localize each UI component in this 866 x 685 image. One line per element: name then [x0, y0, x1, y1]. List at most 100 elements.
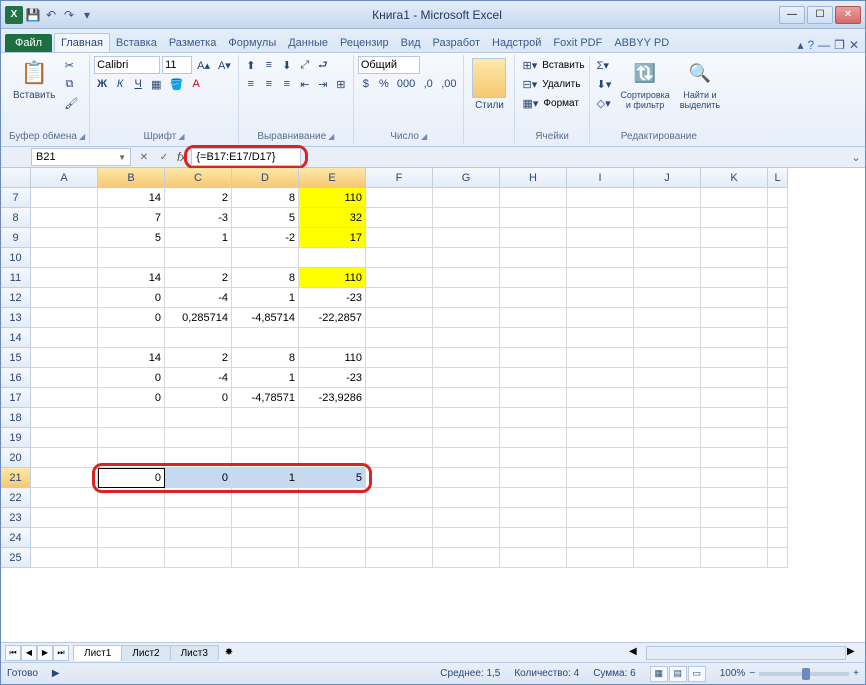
cell[interactable]	[500, 248, 567, 268]
cell[interactable]	[165, 488, 232, 508]
ribbon-tab[interactable]: Разработ	[427, 34, 486, 52]
cell[interactable]: -3	[165, 208, 232, 228]
cell[interactable]	[634, 408, 701, 428]
cell[interactable]	[366, 508, 433, 528]
row-header[interactable]: 11	[1, 268, 31, 288]
clear-icon[interactable]: ◇▾	[594, 94, 614, 112]
cell[interactable]	[31, 268, 98, 288]
zoom-out-icon[interactable]: −	[749, 668, 755, 679]
cell[interactable]	[299, 448, 366, 468]
file-tab[interactable]: Файл	[5, 34, 52, 52]
cell[interactable]	[31, 408, 98, 428]
paste-button[interactable]: 📋 Вставить	[9, 56, 59, 103]
cell[interactable]	[500, 368, 567, 388]
cell[interactable]	[31, 348, 98, 368]
cell[interactable]: 8	[232, 348, 299, 368]
cut-icon[interactable]: ✂	[61, 56, 77, 74]
cell[interactable]	[232, 488, 299, 508]
namebox-dropdown-icon[interactable]: ▼	[118, 153, 126, 162]
cell[interactable]	[366, 488, 433, 508]
cell[interactable]: 1	[232, 368, 299, 388]
ribbon-tab[interactable]: Данные	[282, 34, 334, 52]
cell[interactable]	[567, 448, 634, 468]
cell[interactable]	[768, 188, 788, 208]
underline-button[interactable]: Ч	[130, 75, 146, 93]
cell[interactable]	[500, 468, 567, 488]
cell[interactable]	[299, 528, 366, 548]
cell[interactable]: 0	[165, 468, 232, 488]
cell[interactable]	[701, 428, 768, 448]
orientation-icon[interactable]: ⤢	[297, 56, 313, 74]
cell[interactable]	[366, 248, 433, 268]
cell[interactable]	[31, 448, 98, 468]
fill-icon[interactable]: ⬇▾	[594, 75, 615, 93]
cell[interactable]	[433, 348, 500, 368]
cell[interactable]	[567, 288, 634, 308]
cell[interactable]: 8	[232, 188, 299, 208]
autosum-icon[interactable]: Σ▾	[594, 56, 612, 74]
cell[interactable]	[768, 288, 788, 308]
cell[interactable]	[567, 368, 634, 388]
cell[interactable]	[366, 548, 433, 568]
row-header[interactable]: 17	[1, 388, 31, 408]
row-header[interactable]: 8	[1, 208, 31, 228]
cell[interactable]	[232, 508, 299, 528]
cell[interactable]	[366, 228, 433, 248]
cell[interactable]	[433, 448, 500, 468]
cell[interactable]: 8	[232, 268, 299, 288]
column-header[interactable]: A	[31, 168, 98, 188]
row-header[interactable]: 13	[1, 308, 31, 328]
ribbon-tab[interactable]: Формулы	[222, 34, 282, 52]
cell[interactable]: -23,9286	[299, 388, 366, 408]
cell[interactable]	[500, 208, 567, 228]
cell[interactable]	[433, 468, 500, 488]
cell[interactable]	[768, 328, 788, 348]
cell[interactable]	[634, 328, 701, 348]
cell[interactable]	[31, 428, 98, 448]
cell[interactable]	[768, 368, 788, 388]
cell[interactable]	[567, 208, 634, 228]
column-header[interactable]: F	[366, 168, 433, 188]
view-normal-icon[interactable]: ▦	[650, 666, 668, 682]
enter-formula-icon[interactable]: ✓	[155, 148, 173, 166]
cell[interactable]	[500, 308, 567, 328]
fill-color-icon[interactable]: 🪣	[167, 75, 187, 93]
help-icon[interactable]: ?	[807, 38, 814, 52]
font-color-icon[interactable]: A	[188, 75, 204, 93]
number-format-combo[interactable]	[358, 56, 420, 74]
cell[interactable]	[366, 288, 433, 308]
cell[interactable]	[433, 428, 500, 448]
cell[interactable]: 5	[299, 468, 366, 488]
mdi-min-icon[interactable]: —	[818, 38, 830, 52]
cell[interactable]	[567, 408, 634, 428]
cell[interactable]: 5	[232, 208, 299, 228]
sheet-first-icon[interactable]: ⏮	[5, 645, 21, 661]
cell[interactable]	[500, 288, 567, 308]
sort-filter-button[interactable]: 🔃 Сортировка и фильтр	[616, 56, 673, 112]
cell[interactable]	[232, 248, 299, 268]
cell[interactable]	[31, 468, 98, 488]
cell[interactable]	[500, 388, 567, 408]
cell[interactable]	[366, 208, 433, 228]
cell[interactable]	[701, 348, 768, 368]
cell[interactable]	[299, 328, 366, 348]
styles-button[interactable]: Стили	[468, 56, 510, 113]
column-header[interactable]: L	[768, 168, 788, 188]
bold-button[interactable]: Ж	[94, 75, 110, 93]
cell[interactable]	[299, 548, 366, 568]
cell[interactable]: 0	[98, 368, 165, 388]
percent-icon[interactable]: %	[376, 75, 392, 93]
format-cells-icon[interactable]: ▦▾	[519, 94, 541, 112]
cell[interactable]: 2	[165, 348, 232, 368]
cell[interactable]	[701, 328, 768, 348]
minimize-button[interactable]: —	[779, 6, 805, 24]
cell[interactable]	[634, 248, 701, 268]
grow-font-icon[interactable]: A▴	[194, 56, 213, 74]
merge-icon[interactable]: ⊞	[333, 75, 349, 93]
row-header[interactable]: 20	[1, 448, 31, 468]
cell[interactable]	[768, 228, 788, 248]
row-header[interactable]: 15	[1, 348, 31, 368]
cell[interactable]	[768, 548, 788, 568]
view-layout-icon[interactable]: ▤	[669, 666, 687, 682]
cell[interactable]	[701, 548, 768, 568]
